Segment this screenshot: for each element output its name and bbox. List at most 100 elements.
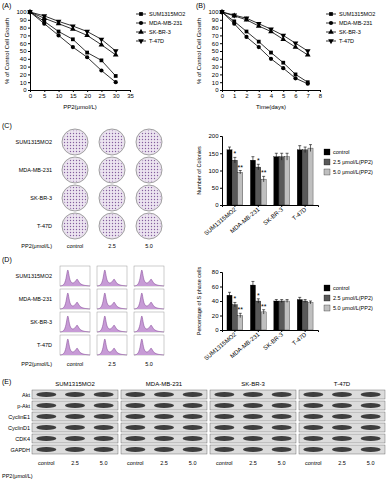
x-tick-mark <box>305 205 306 207</box>
plate <box>99 185 125 211</box>
x-tick-mark <box>234 90 235 92</box>
column-label: 2.5 <box>249 460 257 466</box>
series-point <box>294 73 298 77</box>
histogram-shape <box>134 339 164 355</box>
blot-band <box>36 436 56 441</box>
legend-marker <box>138 29 144 34</box>
x-tick: T-47D <box>291 330 308 346</box>
histogram-shape <box>134 270 164 286</box>
x-tick: 5 <box>43 90 47 99</box>
bar-chart: 050100150200SUM1315MO2MDA-MB-231SK-BR-3T… <box>196 133 373 236</box>
dose-label: PP2(μmol/L) <box>2 473 33 479</box>
series-point <box>268 28 274 33</box>
blot-band <box>183 414 203 419</box>
plate <box>136 185 162 211</box>
y-axis-title: % of Control Cell Growth <box>4 18 10 84</box>
x-tick: 4 <box>270 90 274 99</box>
series-point <box>305 49 311 54</box>
column-label: 5.0 <box>189 460 197 466</box>
blot-strip <box>210 445 296 454</box>
legend-marker <box>139 21 143 25</box>
plate-colonies <box>138 187 161 210</box>
x-tick-label: 4 <box>270 93 274 99</box>
y-tick-label: 20 <box>212 72 219 78</box>
error-bar <box>275 153 278 160</box>
cell-cycle: (D)SUM1315MO2MDA-MB-231SK-BR-3T-47Dcontr… <box>2 256 164 367</box>
x-tick: 35 <box>127 90 134 99</box>
y-tick-label: 20 <box>20 72 27 78</box>
error-bar <box>233 157 236 163</box>
y-axis-line <box>220 137 223 206</box>
column-label: 5.0 <box>145 361 153 367</box>
blot-band <box>94 436 114 441</box>
plate <box>62 185 88 211</box>
blot-band <box>214 447 234 452</box>
column-header: T-47D <box>334 381 351 387</box>
y-tick-mark <box>220 171 222 172</box>
series-point <box>256 22 262 27</box>
series-point <box>232 22 236 26</box>
row-label: SUM1315MO2 <box>16 139 52 145</box>
y-tick-mark <box>28 90 30 91</box>
x-tick-label: 20 <box>84 93 91 99</box>
legend-label: 2.5 μmol/L(PP2) <box>333 159 373 165</box>
x-tick-mark <box>44 90 45 92</box>
row-label: CDK4 <box>15 436 30 442</box>
legend-swatch <box>324 169 330 175</box>
y-tick: 0 <box>215 87 222 93</box>
y-tick-label: 0 <box>215 327 219 333</box>
legend-marker <box>139 12 143 16</box>
x-tick: 3 <box>258 90 262 99</box>
y-tick: 50 <box>212 48 222 54</box>
column-label: control <box>305 460 322 466</box>
column-label: control <box>67 243 84 249</box>
significance-labels: ****** <box>234 292 267 314</box>
x-tick: 7 <box>307 90 311 99</box>
error-bar <box>262 310 265 314</box>
bar <box>303 301 308 330</box>
x-tick-mark <box>283 90 284 92</box>
series-point <box>70 24 76 29</box>
series-point <box>114 74 118 78</box>
blot-strip <box>210 434 296 443</box>
histogram-frame <box>134 266 164 286</box>
blot-band <box>154 447 174 452</box>
series-point <box>41 14 47 19</box>
plate <box>136 129 162 155</box>
error-bar <box>228 292 231 298</box>
blot-band <box>332 436 352 441</box>
x-tick-mark <box>305 330 306 332</box>
x-tick: 5 <box>282 90 286 99</box>
y-tick-mark <box>220 74 222 75</box>
histogram-shape <box>97 339 127 355</box>
plate <box>99 157 125 183</box>
x-tick-mark <box>281 205 282 207</box>
y-tick-label: 70 <box>20 33 27 39</box>
line-chart: 0123456780102030405060708090100(B)Time(d… <box>196 2 375 110</box>
y-axis-line <box>28 13 31 91</box>
blot-band <box>125 447 145 452</box>
x-tick: 0 <box>29 90 33 99</box>
significance-label: * <box>257 157 260 164</box>
x-tick: 8 <box>319 90 323 99</box>
bar <box>261 312 266 330</box>
figure: 051015202530350102030405060708090100(A)P… <box>0 0 390 500</box>
legend: control2.5 μmol/L(PP2)5.0 μmol/L(PP2) <box>324 149 373 175</box>
plot-marks <box>27 9 118 85</box>
x-tick-label: 15 <box>70 93 77 99</box>
legend-label: SUM1315MO2 <box>339 11 375 17</box>
bar <box>238 172 243 205</box>
x-tick: 15 <box>70 90 77 99</box>
significance-label: * <box>257 292 260 299</box>
blot-strip <box>32 390 118 399</box>
blot-strip <box>299 401 385 410</box>
y-tick-label: 80 <box>20 25 27 31</box>
series-point <box>256 23 262 28</box>
x-tick-label: 1 <box>233 93 237 99</box>
bar <box>250 160 255 205</box>
x-axis-title: PP2(μmol/L) <box>63 104 96 110</box>
series-point <box>56 20 62 25</box>
blot-band <box>94 447 114 452</box>
y-axis-title: % of Control Cell Growth <box>196 18 202 84</box>
y-tick: 30 <box>212 64 222 70</box>
